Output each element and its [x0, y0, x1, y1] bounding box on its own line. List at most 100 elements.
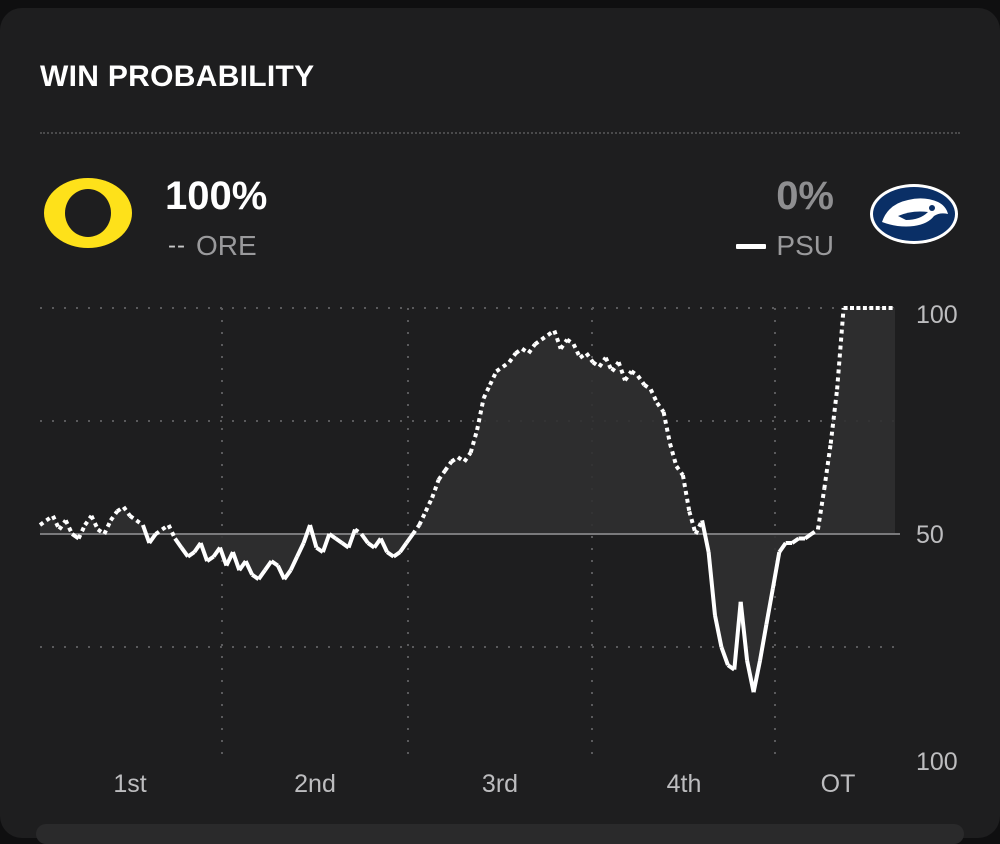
- psu-line-segment: [141, 524, 152, 544]
- ore-line-segment: [488, 370, 499, 386]
- psu-line-segment: [308, 524, 319, 549]
- y-tick-label: 100: [916, 748, 958, 776]
- ore-line-segment: [520, 347, 530, 355]
- ore-line-segment: [468, 429, 480, 454]
- psu-line-segment: [198, 542, 209, 562]
- ore-line-segment: [533, 337, 543, 346]
- ore-line-segment: [636, 374, 646, 386]
- widget-title: WIN PROBABILITY: [40, 60, 315, 93]
- ore-line-segment: [76, 524, 87, 540]
- psu-line-segment: [346, 528, 357, 549]
- ore-line-segment: [417, 510, 428, 526]
- ore-line-segment: [578, 351, 588, 360]
- solid-line-legend-icon: [736, 243, 767, 249]
- penn-state-nittany-lion-logo: [870, 184, 958, 244]
- ore-line-segment: [680, 474, 692, 512]
- psu-line-segment: [147, 532, 158, 545]
- ore-line-segment: [475, 397, 486, 431]
- ore-line-segment: [63, 519, 74, 535]
- psu-line-segment: [706, 551, 717, 616]
- ore-line-segment: [643, 383, 652, 392]
- psu-line-segment: [276, 564, 287, 581]
- psu-line-segment: [745, 660, 756, 693]
- ore-line-segment: [565, 337, 575, 346]
- ore-line-segment: [154, 527, 164, 536]
- ore-line-segment: [501, 360, 511, 369]
- quarter-label: 1st: [113, 770, 146, 798]
- ore-line-segment: [495, 365, 505, 373]
- ore-line-segment: [115, 505, 125, 514]
- ore-line-segment: [462, 451, 473, 463]
- psu-abbr: PSU: [776, 230, 834, 261]
- ore-line-segment: [456, 455, 466, 464]
- psu-line-segment: [732, 601, 743, 670]
- ore-win-percentage: 100%: [165, 174, 268, 218]
- ore-line-segment: [102, 519, 113, 535]
- ore-line-segment: [443, 460, 454, 472]
- psu-line-segment: [328, 532, 337, 541]
- ore-line-segment: [353, 527, 363, 536]
- psu-line-segment: [719, 646, 730, 666]
- ore-line-segment: [430, 479, 441, 499]
- psu-line-segment: [205, 554, 215, 563]
- psu-line-segment: [378, 537, 389, 553]
- ore-line-segment: [630, 369, 640, 378]
- ore-line-segment: [51, 515, 62, 531]
- psu-line-segment: [777, 541, 788, 554]
- y-tick-label: 100: [916, 301, 958, 329]
- ore-line-segment: [687, 510, 698, 535]
- ore-line-segment: [648, 388, 659, 404]
- y-tick-label: 50: [916, 521, 944, 549]
- psu-line-segment: [392, 550, 402, 559]
- ore-line-segment: [616, 361, 627, 381]
- ore-line-segment: [584, 352, 595, 364]
- psu-line-segment: [758, 624, 769, 661]
- dashed-line-legend-icon: --: [168, 232, 186, 259]
- ore-line-segment: [835, 307, 846, 390]
- oregon-o-logo: [44, 178, 132, 248]
- psu-line-segment: [179, 546, 190, 558]
- ore-line-segment: [96, 527, 106, 536]
- ore-line-segment: [514, 347, 524, 355]
- psu-line-segment: [243, 560, 254, 576]
- ore-line-segment: [668, 443, 679, 467]
- ore-abbr: ORE: [195, 230, 257, 261]
- psu-line-segment: [790, 536, 800, 545]
- psu-line-segment: [288, 555, 299, 572]
- psu-line-segment: [404, 532, 415, 545]
- psu-line-segment: [270, 559, 280, 568]
- ore-line-segment: [591, 360, 601, 369]
- psu-line-segment: [218, 546, 229, 567]
- ore-line-segment: [552, 329, 563, 350]
- probability-area-fill: [40, 308, 895, 693]
- psu-line-segment: [250, 573, 260, 581]
- ore-line-segment: [109, 510, 119, 522]
- psu-line-segment: [321, 533, 332, 553]
- psu-line-segment: [385, 550, 395, 559]
- psu-line-segment: [738, 601, 750, 661]
- ore-line-segment: [661, 411, 672, 444]
- psu-line-segment: [231, 551, 242, 571]
- ore-line-segment: [128, 514, 138, 523]
- ore-line-segment: [160, 523, 170, 532]
- ore-line-segment: [38, 518, 48, 527]
- psu-line-segment: [764, 587, 775, 625]
- ore-line-segment: [450, 455, 460, 464]
- ore-line-segment: [423, 496, 434, 513]
- ore-line-segment: [526, 343, 537, 355]
- ore-line-segment: [546, 328, 556, 337]
- ore-line-segment: [603, 356, 614, 373]
- quarter-label: 3rd: [482, 770, 518, 798]
- psu-line-segment: [700, 519, 711, 553]
- psu-line-segment: [256, 569, 267, 581]
- y-axis-labels: 100 50 100: [916, 301, 958, 776]
- probability-line: [38, 306, 895, 693]
- psu-line-segment: [398, 541, 409, 554]
- ore-line-segment: [623, 370, 634, 382]
- psu-line-segment: [263, 559, 274, 572]
- ore-line-segment: [507, 352, 518, 364]
- ore-line-segment: [815, 488, 827, 530]
- ore-line-segment: [411, 523, 421, 536]
- ore-line-segment: [540, 333, 550, 342]
- ore-line-segment: [436, 469, 447, 481]
